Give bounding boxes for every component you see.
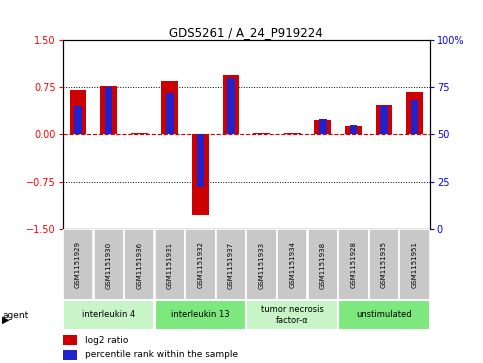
Text: tumor necrosis
factor-α: tumor necrosis factor-α	[261, 305, 324, 325]
FancyBboxPatch shape	[338, 229, 369, 301]
Bar	[63, 350, 77, 360]
Text: GSM1151935: GSM1151935	[381, 241, 387, 289]
Text: GSM1151930: GSM1151930	[106, 241, 112, 289]
Text: GSM1151937: GSM1151937	[228, 241, 234, 289]
Bar	[197, 134, 204, 187]
Text: interleukin 4: interleukin 4	[82, 310, 135, 319]
Text: GSM1151933: GSM1151933	[258, 241, 265, 289]
Bar	[284, 133, 300, 134]
Bar	[74, 106, 82, 134]
FancyBboxPatch shape	[338, 300, 430, 330]
Text: unstimulated: unstimulated	[356, 310, 412, 319]
Bar	[223, 74, 240, 134]
Bar	[314, 121, 331, 134]
Text: GSM1151931: GSM1151931	[167, 241, 173, 289]
Text: GSM1151938: GSM1151938	[320, 241, 326, 289]
Text: GSM1151928: GSM1151928	[350, 241, 356, 289]
Bar	[406, 91, 423, 134]
Bar	[63, 335, 77, 345]
FancyBboxPatch shape	[155, 229, 185, 301]
Title: GDS5261 / A_24_P919224: GDS5261 / A_24_P919224	[170, 26, 323, 39]
Bar	[131, 133, 148, 134]
FancyBboxPatch shape	[63, 300, 155, 330]
Bar	[411, 100, 418, 134]
Text: GSM1151951: GSM1151951	[412, 241, 418, 289]
Bar	[350, 125, 357, 134]
FancyBboxPatch shape	[94, 229, 124, 301]
Text: percentile rank within the sample: percentile rank within the sample	[85, 350, 238, 359]
FancyBboxPatch shape	[216, 229, 246, 301]
FancyBboxPatch shape	[308, 229, 338, 301]
Text: agent: agent	[2, 311, 28, 319]
FancyBboxPatch shape	[246, 300, 338, 330]
Bar	[70, 90, 86, 134]
Bar	[380, 106, 388, 134]
Text: GSM1151932: GSM1151932	[198, 241, 203, 289]
Bar	[227, 78, 235, 134]
FancyBboxPatch shape	[399, 229, 430, 301]
Text: interleukin 13: interleukin 13	[171, 310, 230, 319]
Bar	[105, 87, 113, 134]
FancyBboxPatch shape	[155, 300, 246, 330]
Text: GSM1151929: GSM1151929	[75, 241, 81, 289]
FancyBboxPatch shape	[277, 229, 307, 301]
Text: GSM1151936: GSM1151936	[136, 241, 142, 289]
Text: log2 ratio: log2 ratio	[85, 336, 128, 344]
FancyBboxPatch shape	[63, 229, 93, 301]
Bar	[376, 105, 392, 134]
FancyBboxPatch shape	[185, 229, 215, 301]
FancyBboxPatch shape	[369, 229, 399, 301]
Text: ▶: ▶	[2, 315, 10, 325]
FancyBboxPatch shape	[246, 229, 277, 301]
Bar	[345, 126, 362, 134]
FancyBboxPatch shape	[124, 229, 155, 301]
Text: GSM1151934: GSM1151934	[289, 241, 295, 289]
Bar	[161, 81, 178, 134]
Bar	[319, 119, 327, 134]
Bar	[166, 93, 174, 134]
Bar	[253, 133, 270, 134]
Bar	[100, 86, 117, 134]
Bar	[192, 134, 209, 215]
